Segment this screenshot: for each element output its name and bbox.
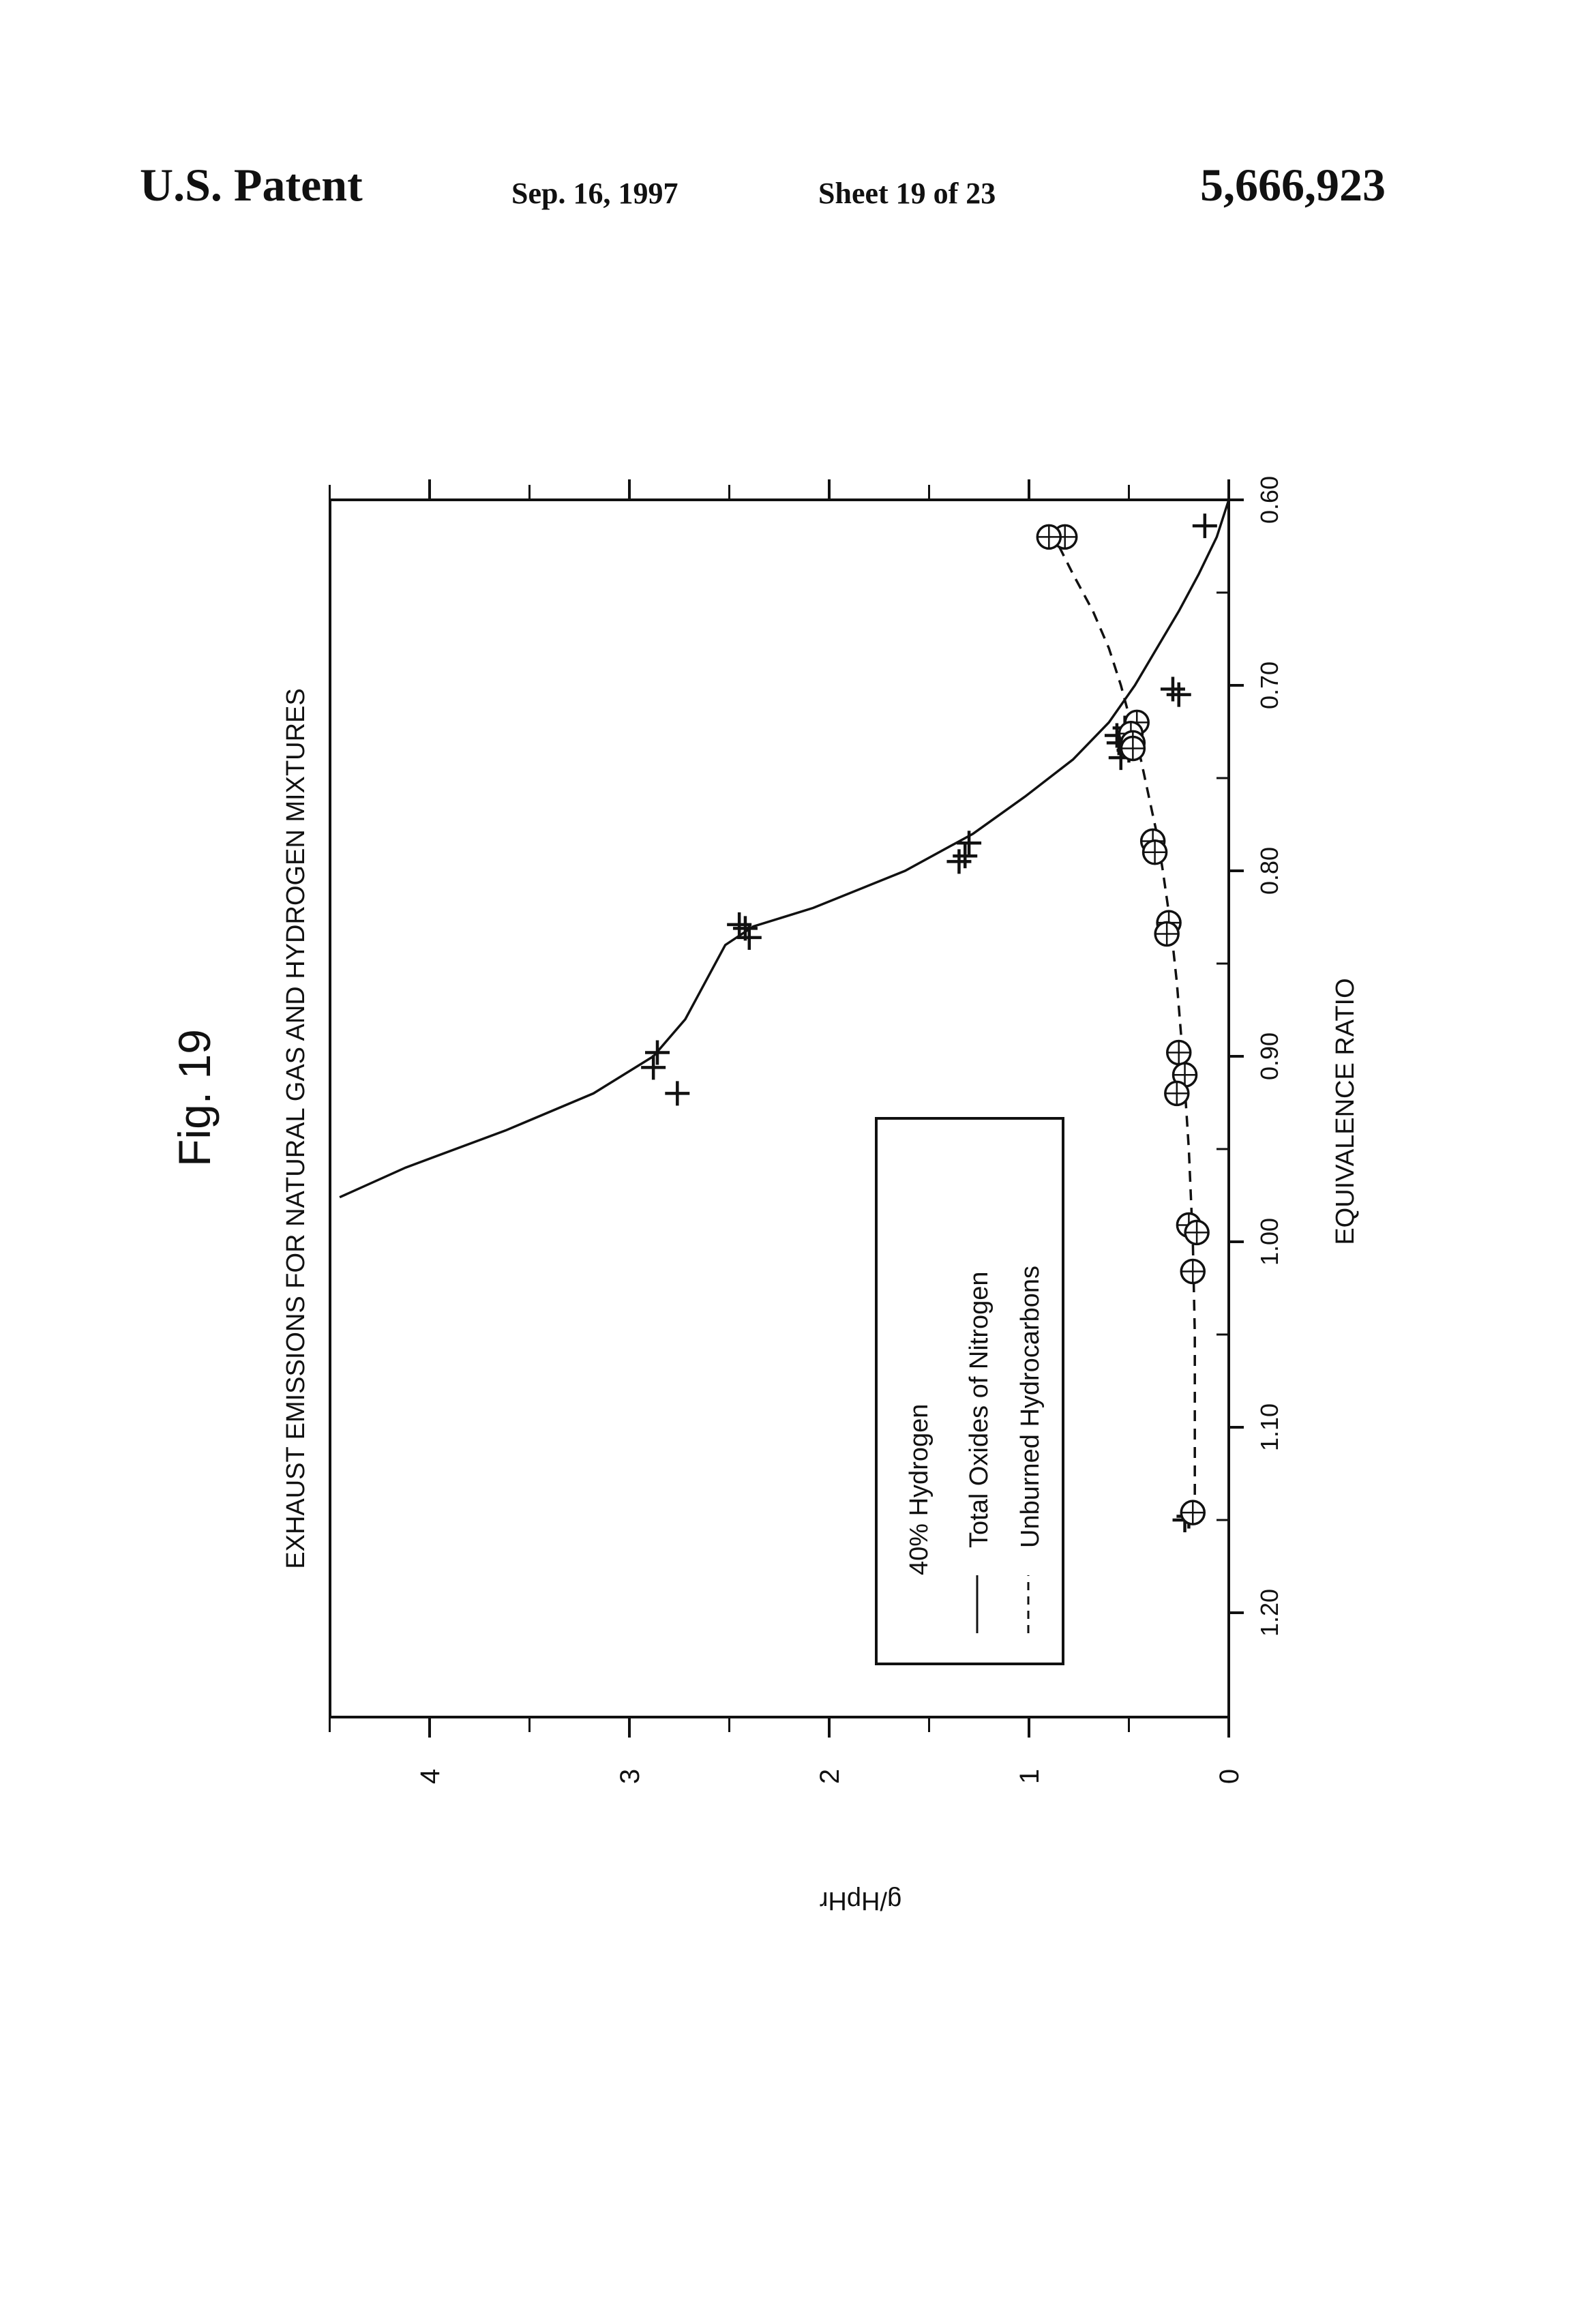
- legend-entry-nox: Total Oxides of Nitrogen: [965, 1271, 994, 1548]
- x-tick-label: 0.90: [1255, 1032, 1283, 1080]
- chart-title: EXHAUST EMISSIONS FOR NATURAL GAS AND HY…: [282, 688, 310, 1569]
- nox-point: [645, 1041, 670, 1065]
- y-tick-label: 4: [415, 1769, 445, 1784]
- x-tick-label: 0.70: [1255, 661, 1283, 709]
- x-axis-label: EQUIVALENCE RATIO: [1331, 978, 1360, 1245]
- y-tick-label: 1: [1015, 1769, 1045, 1784]
- y-tick-label: 3: [615, 1769, 645, 1784]
- y-axis-label: g/HpHr: [819, 1886, 901, 1915]
- nox-point: [1161, 676, 1185, 701]
- plot-frame: [330, 500, 1229, 1717]
- hc-curve: [1059, 546, 1195, 1520]
- nox-point: [953, 844, 977, 868]
- nox-point: [1167, 683, 1191, 707]
- legend: 40% Hydrogen Total Oxides of Nitrogen Un…: [876, 1118, 1063, 1664]
- x-tick-label: 1.20: [1255, 1589, 1283, 1637]
- x-tick-label: 0.80: [1255, 847, 1283, 895]
- x-tick-label: 1.00: [1255, 1218, 1283, 1266]
- figure-label: Fig. 19: [169, 1029, 220, 1167]
- nox-point: [665, 1081, 689, 1105]
- legend-title: 40% Hydrogen: [905, 1404, 934, 1575]
- y-tick-label: 0: [1214, 1769, 1244, 1784]
- axis-ticks: 0.60 0.70 0.80 0.90 1.00 1.10 1.20 0 1 2 3 4: [330, 476, 1284, 1784]
- data-series: [340, 500, 1229, 1532]
- x-tick-label: 1.10: [1255, 1403, 1283, 1451]
- nox-point: [1193, 513, 1217, 538]
- y-tick-label: 2: [815, 1769, 845, 1784]
- legend-entry-hc: Unburned Hydrocarbons: [1016, 1266, 1045, 1548]
- x-tick-label: 0.60: [1255, 476, 1283, 524]
- nox-point: [641, 1055, 666, 1079]
- nox-curve: [340, 500, 1229, 1197]
